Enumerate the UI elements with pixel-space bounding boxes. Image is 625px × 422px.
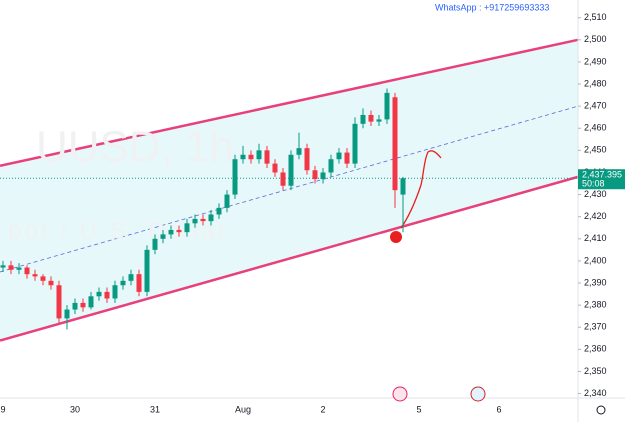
candle-body <box>120 280 126 286</box>
candle-body <box>80 302 86 308</box>
candle-body <box>272 163 278 173</box>
event-icon[interactable] <box>392 386 408 402</box>
candle-body <box>392 97 398 191</box>
candle-body <box>336 152 342 160</box>
y-tick-label: 2,340 <box>584 388 607 398</box>
y-tick-label: 2,360 <box>584 344 607 354</box>
x-tick-label: 5 <box>416 404 421 414</box>
candle-body <box>240 154 246 160</box>
candle-body <box>296 148 302 155</box>
candle-body <box>112 285 118 299</box>
candle-body <box>136 274 142 292</box>
y-tick-label: 2,350 <box>584 366 607 376</box>
x-tick-label: 2 <box>320 404 325 414</box>
candle-body <box>152 238 158 250</box>
candle-body <box>328 159 334 173</box>
countdown-label: 50:08 <box>582 179 605 189</box>
background <box>0 38 579 342</box>
y-tick-label: 2,380 <box>584 300 607 310</box>
candle-body <box>384 92 390 120</box>
channel-fill <box>0 39 578 341</box>
candle-body <box>216 207 222 215</box>
target-dot <box>390 231 402 243</box>
candle-body <box>192 218 198 224</box>
candle-body <box>224 194 230 208</box>
candle-body <box>72 302 78 310</box>
candle-body <box>88 296 94 308</box>
candle-body <box>56 285 62 319</box>
candle-body <box>184 223 190 233</box>
y-tick-label: 2,450 <box>584 145 607 155</box>
candle-body <box>16 267 22 270</box>
candle-body <box>288 154 294 186</box>
y-tick-label: 2,480 <box>584 78 607 88</box>
candle-body <box>160 234 166 239</box>
y-tick-label: 2,510 <box>584 12 607 22</box>
y-tick-label: 2,390 <box>584 277 607 287</box>
candle-body <box>256 150 262 160</box>
y-tick-label: 2,370 <box>584 322 607 332</box>
y-tick-label: 2,490 <box>584 56 607 66</box>
candle-body <box>40 276 46 281</box>
candle-body <box>368 114 374 122</box>
flag-icon[interactable] <box>470 386 486 402</box>
candle-body <box>232 159 238 195</box>
y-tick-label: 2,410 <box>584 233 607 243</box>
candle-body <box>264 150 270 164</box>
candle-body <box>352 123 358 164</box>
x-tick-label: Aug <box>235 404 251 414</box>
candle-body <box>176 229 182 233</box>
candle-body <box>96 291 102 297</box>
x-tick-label: 9 <box>0 404 5 414</box>
x-tick-label: 31 <box>150 404 160 414</box>
candle-body <box>304 148 310 171</box>
symbol-watermark: UUSD, 1h <box>36 123 234 172</box>
y-tick-label: 2,420 <box>584 211 607 221</box>
candle-body <box>104 291 110 299</box>
projection-curve <box>400 150 442 229</box>
price-tag-label: 2,437.395 <box>582 170 622 180</box>
candle-body <box>344 152 350 164</box>
channel-middle <box>0 105 579 273</box>
candle-body <box>48 280 54 286</box>
channel-lower <box>0 175 579 342</box>
settings-icon[interactable] <box>596 405 606 415</box>
y-tick-label: 2,430 <box>584 189 607 199</box>
candle-body <box>128 274 134 281</box>
y-tick-label: 2,500 <box>584 34 607 44</box>
whatsapp-text: WhatsApp : +917259693333 <box>435 2 549 12</box>
y-tick-label: 2,400 <box>584 255 607 265</box>
candle-body <box>320 172 326 180</box>
price-tag <box>578 169 625 190</box>
candle-body <box>360 114 366 124</box>
candle-body <box>8 265 14 270</box>
candle-body <box>168 229 174 235</box>
candle-body <box>32 274 38 277</box>
candle-body <box>312 170 318 180</box>
candle-body <box>248 154 254 160</box>
channel-upper <box>0 38 579 168</box>
candle-body <box>200 218 206 222</box>
candle-body <box>400 178 406 195</box>
candle-body <box>64 309 70 319</box>
candle-body <box>280 172 286 186</box>
candle-body <box>376 119 382 122</box>
y-tick-label: 2,460 <box>584 123 607 133</box>
y-tick-label: 2,470 <box>584 101 607 111</box>
x-tick-label: 6 <box>496 404 501 414</box>
x-tick-label: 30 <box>70 404 80 414</box>
candle-body <box>24 267 30 275</box>
candle-body <box>144 249 150 292</box>
candle-body <box>0 265 6 268</box>
candle-body <box>208 214 214 222</box>
